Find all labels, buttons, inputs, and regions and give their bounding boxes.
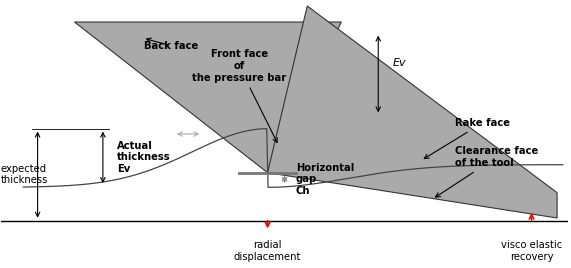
- Text: Front face
of
the pressure bar: Front face of the pressure bar: [192, 50, 286, 142]
- Text: visco elastic
recovery: visco elastic recovery: [501, 240, 562, 262]
- Text: Horizontal
gap
Ch: Horizontal gap Ch: [296, 163, 354, 196]
- Text: radial
displacement: radial displacement: [234, 240, 301, 262]
- Text: expected
thickness: expected thickness: [1, 164, 48, 185]
- Text: Rake face: Rake face: [424, 118, 510, 159]
- Text: Ev: Ev: [392, 58, 406, 68]
- Polygon shape: [268, 6, 557, 218]
- Text: Back face: Back face: [144, 38, 198, 51]
- Text: Actual
thickness
Ev: Actual thickness Ev: [117, 141, 171, 174]
- Text: Clearance face
of the tool: Clearance face of the tool: [436, 146, 538, 197]
- Polygon shape: [74, 22, 341, 173]
